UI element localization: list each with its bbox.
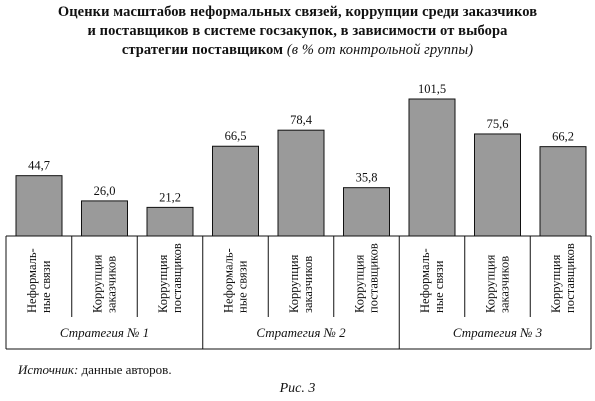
category-label: Коррупцияпоставщиков (156, 243, 184, 313)
category-label: Коррупциязаказчиков (484, 254, 512, 313)
bar (15, 175, 63, 237)
category-label-line: поставщиков (563, 243, 577, 313)
source-note: Источник: данные авторов. (18, 362, 172, 378)
category-label: Коррупцияпоставщиков (353, 243, 381, 313)
group-label: Стратегия № 3 (453, 325, 543, 340)
group-label: Стратегия № 2 (256, 325, 346, 340)
category-label-line: Неформаль- (222, 248, 236, 313)
bar (277, 129, 325, 237)
bar-value-label: 66,5 (225, 129, 247, 143)
category-label-line: Неформаль- (25, 248, 39, 313)
category-label-line: Коррупция (353, 254, 367, 313)
category-label-line: поставщиков (367, 243, 381, 313)
title-line-3-bold: стратегии поставщиком (121, 42, 284, 58)
category-label: Неформаль-ные связи (25, 248, 53, 313)
category-label-line: Коррупция (484, 254, 498, 313)
bar (539, 146, 587, 237)
category-label: Неформаль-ные связи (418, 248, 446, 313)
bar-value-label: 75,6 (487, 117, 509, 131)
category-label-line: заказчиков (498, 256, 512, 313)
category-label-line: ные связи (236, 260, 250, 313)
category-label-line: заказчиков (105, 256, 119, 313)
category-label-line: Коррупция (156, 254, 170, 313)
category-label: Коррупцияпоставщиков (549, 243, 577, 313)
bar-value-label: 21,2 (159, 190, 181, 204)
category-label-line: Неформаль- (418, 248, 432, 313)
bar-value-label: 26,0 (94, 184, 116, 198)
category-label-line: Коррупция (549, 254, 563, 313)
group-label: Стратегия № 1 (60, 325, 149, 340)
source-label: Источник: (18, 362, 79, 377)
category-label-line: ные связи (432, 260, 446, 313)
category-label-line: заказчиков (301, 256, 315, 313)
bar (408, 98, 456, 237)
title-line-3: стратегии поставщиком (в % от контрольно… (0, 41, 595, 60)
bar-value-label: 101,5 (418, 82, 446, 96)
bar-value-label: 78,4 (290, 113, 313, 127)
title-line-1: Оценки масштабов неформальных связей, ко… (57, 4, 538, 20)
category-label: Неформаль-ные связи (222, 248, 250, 313)
bar (212, 145, 259, 237)
bar (343, 187, 390, 237)
bar (146, 206, 194, 237)
bar-value-label: 66,2 (552, 130, 574, 144)
bar (474, 133, 521, 237)
bar (81, 200, 128, 237)
chart-title: Оценки масштабов неформальных связей, ко… (0, 3, 595, 60)
bar-value-label: 44,7 (28, 159, 50, 173)
title-subtitle: (в % от контрольной группы) (286, 42, 474, 58)
category-label: Коррупциязаказчиков (91, 254, 119, 313)
category-label-line: Коррупция (91, 254, 105, 313)
source-text: данные авторов. (81, 362, 172, 377)
category-label-line: Коррупция (287, 254, 301, 313)
bar-value-label: 35,8 (356, 171, 378, 185)
title-line-2: и поставщиков в системе госзакупок, в за… (87, 23, 508, 39)
figure-caption: Рис. 3 (279, 381, 316, 396)
category-label-line: поставщиков (170, 243, 184, 313)
category-label-line: ные связи (39, 260, 53, 313)
category-label: Коррупциязаказчиков (287, 254, 315, 313)
